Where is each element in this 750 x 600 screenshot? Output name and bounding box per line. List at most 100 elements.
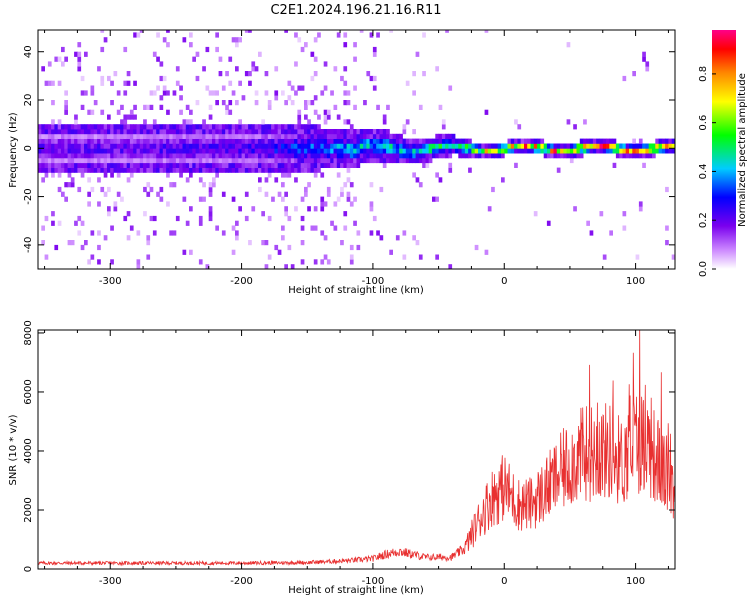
spectrogram-cells bbox=[38, 30, 675, 269]
spectrogram-cell bbox=[261, 138, 265, 144]
spectrogram-cell bbox=[343, 133, 348, 139]
spectrogram-cell bbox=[330, 138, 334, 144]
spectrogram-cell bbox=[310, 124, 315, 130]
spectrogram-cell bbox=[198, 138, 203, 144]
spectrogram-cell bbox=[123, 148, 128, 154]
spectrogram-cell bbox=[235, 157, 239, 164]
spectrogram-cell bbox=[123, 114, 128, 120]
spectrogram-cell bbox=[139, 138, 144, 144]
spectrogram-cell bbox=[330, 157, 334, 164]
spectrogram-cell bbox=[533, 211, 538, 217]
spectrogram-cell bbox=[372, 129, 377, 135]
spectrogram-cell bbox=[120, 133, 124, 139]
spectrogram-cell bbox=[162, 85, 167, 91]
spectrogram-cell bbox=[307, 143, 311, 149]
spectrogram-cell bbox=[64, 162, 68, 168]
spectrogram-cell bbox=[103, 167, 108, 173]
spectrogram-cell bbox=[402, 230, 407, 236]
spectrogram-cell bbox=[231, 167, 236, 173]
spectrogram-cell bbox=[90, 129, 95, 135]
spectrogram-cell bbox=[320, 133, 325, 139]
spectrogram-cell bbox=[379, 235, 384, 241]
spectrogram-cell bbox=[573, 148, 577, 154]
spectrogram-cell bbox=[100, 46, 105, 53]
spectrogram-cell bbox=[47, 157, 52, 164]
spectrogram-cell bbox=[287, 95, 292, 101]
spectrogram-cell bbox=[182, 129, 187, 135]
spectrogram-cell bbox=[399, 148, 403, 154]
spectrogram-cell bbox=[638, 201, 643, 207]
spectrogram-cell bbox=[281, 124, 285, 130]
spectrogram-cell bbox=[366, 71, 371, 77]
spectrogram-cell bbox=[307, 124, 311, 130]
spectrogram-cell bbox=[159, 129, 164, 135]
spectrogram-cell bbox=[87, 148, 91, 154]
spectrogram-cell bbox=[221, 153, 226, 159]
spectrogram-cell bbox=[156, 32, 160, 38]
spectrogram-cell bbox=[566, 143, 571, 149]
spectrogram-cell bbox=[612, 148, 617, 154]
spectrogram-cell bbox=[231, 153, 236, 159]
spectrogram-cell bbox=[61, 143, 65, 149]
spectrogram-cell bbox=[100, 153, 105, 159]
spectrogram-cell bbox=[189, 133, 193, 139]
spectrogram-cell bbox=[44, 157, 49, 164]
spectrogram-cell bbox=[609, 138, 613, 144]
spectrogram-cell bbox=[665, 148, 669, 154]
spectrogram-x-tick-label: -300 bbox=[99, 276, 122, 287]
spectrogram-cell bbox=[87, 133, 91, 139]
spectrogram-cell bbox=[258, 138, 262, 144]
spectrogram-cell bbox=[343, 80, 348, 86]
spectrogram-cell bbox=[517, 138, 522, 144]
spectrogram-cell bbox=[418, 182, 423, 188]
spectrogram-cell bbox=[343, 138, 348, 144]
spectrogram-cell bbox=[70, 138, 75, 144]
spectrogram-cell bbox=[445, 30, 449, 33]
spectrogram-cell bbox=[317, 124, 321, 130]
snr-x-tick-label: -300 bbox=[99, 576, 122, 587]
spectrogram-cell bbox=[448, 264, 453, 269]
spectrogram-cell bbox=[438, 138, 443, 144]
spectrogram-cell bbox=[238, 167, 242, 173]
spectrogram-cell bbox=[123, 143, 128, 149]
spectrogram-cell bbox=[284, 129, 288, 135]
spectrogram-cell bbox=[51, 148, 55, 154]
spectrogram-cell bbox=[343, 182, 348, 188]
spectrogram-cell bbox=[304, 124, 308, 130]
spectrogram-cell bbox=[546, 153, 551, 159]
spectrogram-cell bbox=[44, 153, 49, 159]
spectrogram-cell bbox=[84, 157, 88, 164]
spectrogram-cell bbox=[215, 32, 219, 38]
spectrogram-cell bbox=[149, 162, 154, 168]
spectrogram-cell bbox=[261, 148, 265, 154]
spectrogram-cell bbox=[175, 66, 180, 72]
spectrogram-cell bbox=[198, 177, 203, 183]
spectrogram-cell bbox=[632, 153, 636, 159]
spectrogram-cell bbox=[175, 162, 180, 168]
spectrogram-cell bbox=[107, 167, 111, 173]
snr-y-tick-label: 2000 bbox=[23, 497, 34, 522]
spectrogram-cell bbox=[70, 182, 75, 188]
spectrogram-cell bbox=[235, 148, 239, 154]
spectrogram-cell bbox=[195, 100, 200, 106]
spectrogram-cell bbox=[412, 157, 416, 164]
spectrogram-cell bbox=[208, 129, 213, 135]
spectrogram-cell bbox=[77, 143, 82, 149]
spectrogram-cell bbox=[448, 133, 453, 139]
spectrogram-cell bbox=[300, 259, 305, 265]
spectrogram-cell bbox=[274, 244, 279, 251]
spectrogram-cell bbox=[563, 143, 568, 149]
spectrogram-cell bbox=[264, 90, 269, 96]
spectrogram-cell bbox=[100, 186, 105, 193]
spectrogram-cell bbox=[136, 124, 141, 130]
spectrogram-cell bbox=[116, 157, 121, 164]
spectrogram-cell bbox=[156, 157, 160, 164]
spectrogram-cell bbox=[258, 133, 262, 139]
spectrogram-cell bbox=[241, 167, 246, 173]
spectrogram-cell bbox=[668, 138, 673, 144]
spectrogram-cell bbox=[274, 143, 279, 149]
spectrogram-cell bbox=[221, 167, 226, 173]
spectrogram-cell bbox=[438, 148, 443, 154]
spectrogram-cell bbox=[448, 85, 453, 91]
spectrogram-cell bbox=[113, 129, 118, 135]
